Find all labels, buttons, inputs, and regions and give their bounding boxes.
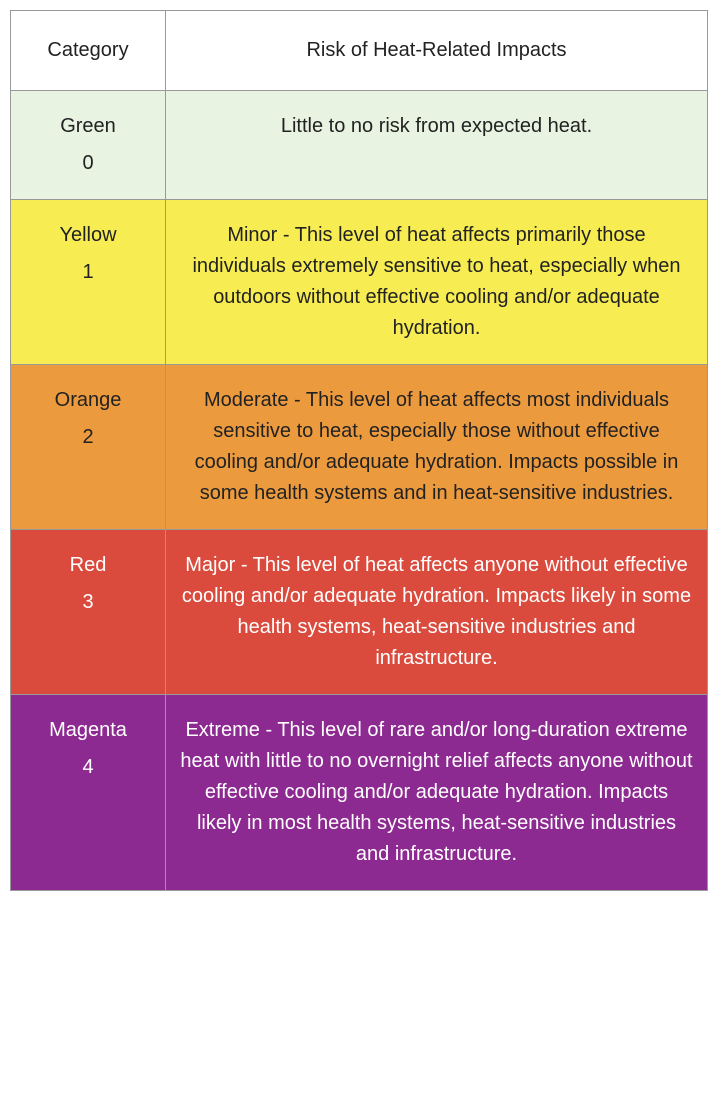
- col-header-category: Category: [11, 11, 166, 91]
- category-name: Yellow: [25, 220, 151, 251]
- category-number: 4: [25, 752, 151, 783]
- category-name: Orange: [25, 385, 151, 416]
- category-name: Green: [25, 111, 151, 142]
- category-cell-green: Green 0: [11, 91, 166, 200]
- heat-risk-table: Category Risk of Heat-Related Impacts Gr…: [10, 10, 708, 891]
- category-number: 2: [25, 422, 151, 453]
- category-cell-red: Red 3: [11, 530, 166, 695]
- category-name: Magenta: [25, 715, 151, 746]
- category-cell-yellow: Yellow 1: [11, 200, 166, 365]
- col-header-risk: Risk of Heat-Related Impacts: [166, 11, 708, 91]
- category-cell-orange: Orange 2: [11, 365, 166, 530]
- category-number: 3: [25, 587, 151, 618]
- risk-cell-yellow: Minor - This level of heat affects prima…: [166, 200, 708, 365]
- category-number: 0: [25, 148, 151, 179]
- risk-cell-red: Major - This level of heat affects anyon…: [166, 530, 708, 695]
- risk-cell-green: Little to no risk from expected heat.: [166, 91, 708, 200]
- category-name: Red: [25, 550, 151, 581]
- category-cell-magenta: Magenta 4: [11, 695, 166, 891]
- risk-cell-magenta: Extreme - This level of rare and/or long…: [166, 695, 708, 891]
- category-number: 1: [25, 257, 151, 288]
- table-row: Magenta 4 Extreme - This level of rare a…: [11, 695, 708, 891]
- table-row: Yellow 1 Minor - This level of heat affe…: [11, 200, 708, 365]
- table-row: Red 3 Major - This level of heat affects…: [11, 530, 708, 695]
- risk-cell-orange: Moderate - This level of heat affects mo…: [166, 365, 708, 530]
- table-row: Green 0 Little to no risk from expected …: [11, 91, 708, 200]
- table-row: Orange 2 Moderate - This level of heat a…: [11, 365, 708, 530]
- table-header-row: Category Risk of Heat-Related Impacts: [11, 11, 708, 91]
